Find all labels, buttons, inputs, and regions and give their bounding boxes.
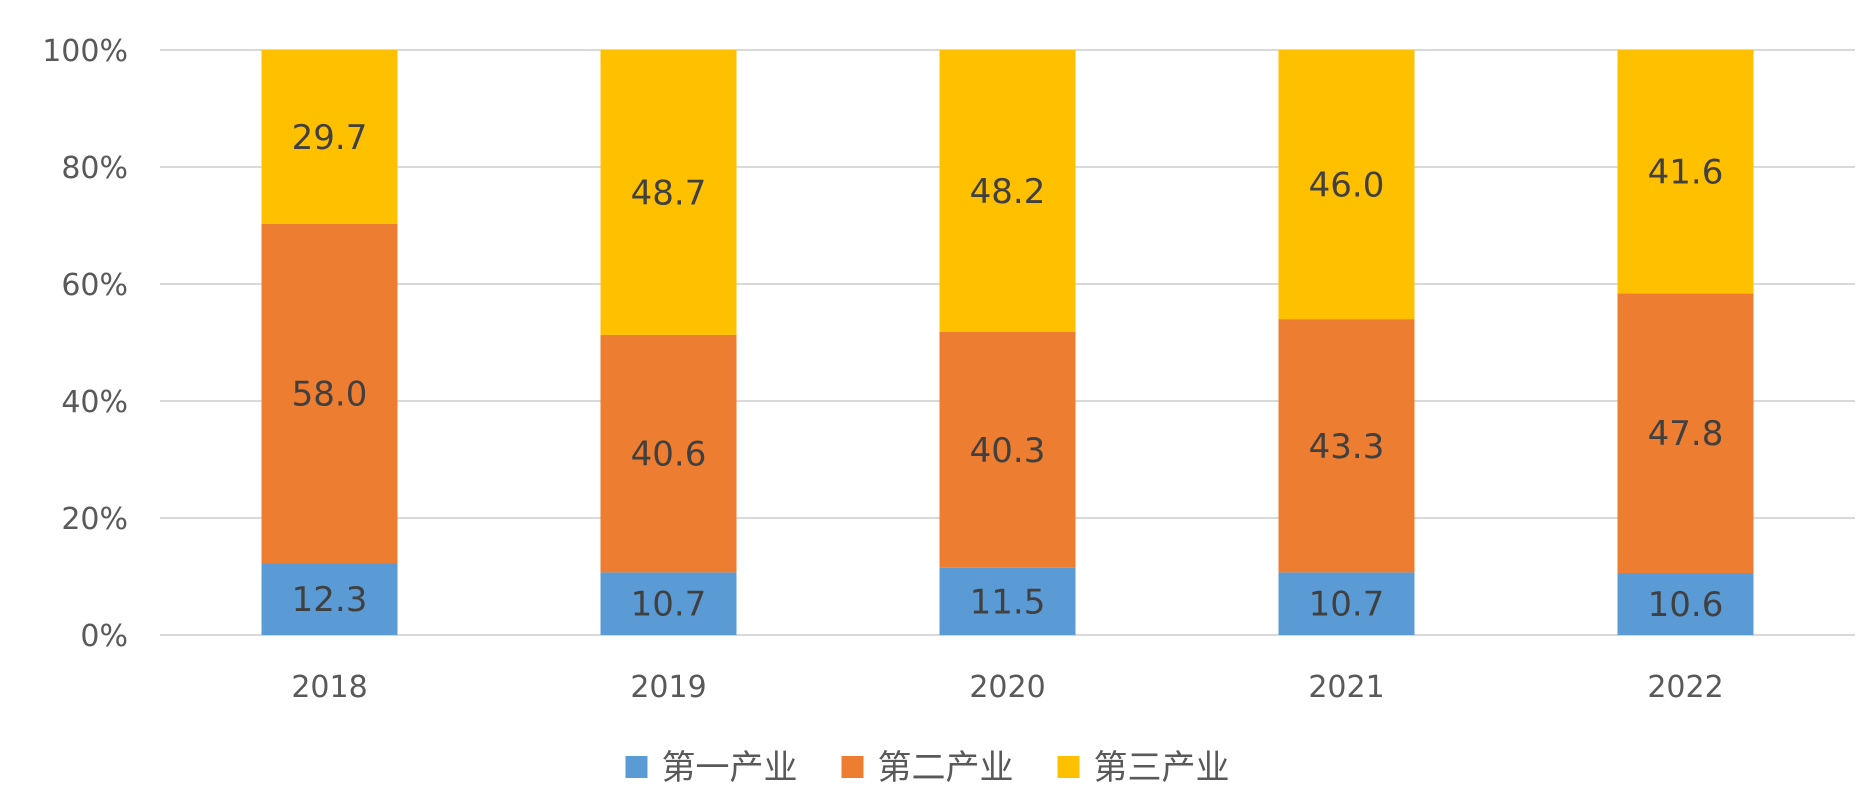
x-tick-label: 2020 bbox=[969, 670, 1045, 705]
data-label: 10.7 bbox=[631, 585, 707, 625]
data-label: 46.0 bbox=[1309, 166, 1385, 206]
data-label: 48.7 bbox=[631, 173, 707, 213]
legend-label: 第二产业 bbox=[878, 748, 1014, 788]
y-axis-ticks: 0% 20% 40% 60% 80% 100% bbox=[42, 34, 128, 654]
legend-swatch bbox=[625, 756, 648, 778]
x-tick-label: 2019 bbox=[630, 670, 706, 705]
bar-segment bbox=[600, 572, 737, 635]
legend-label: 第三产业 bbox=[1094, 748, 1230, 788]
x-tick-label: 2018 bbox=[291, 670, 367, 705]
bar-segment bbox=[600, 50, 737, 335]
x-axis-ticks: 2018 2019 2020 2021 2022 bbox=[291, 670, 1723, 705]
data-label: 40.6 bbox=[631, 435, 707, 475]
bar-segment bbox=[939, 50, 1076, 332]
legend-swatch bbox=[841, 756, 864, 778]
bar-segment bbox=[1278, 50, 1415, 320]
bar-segment bbox=[1278, 572, 1415, 635]
data-label: 58.0 bbox=[292, 374, 368, 414]
y-tick-label: 80% bbox=[61, 151, 128, 186]
bar-segment bbox=[1278, 319, 1415, 573]
data-label: 48.2 bbox=[970, 172, 1046, 212]
data-label: 12.3 bbox=[292, 580, 368, 620]
data-label: 10.7 bbox=[1309, 585, 1385, 625]
data-label: 10.6 bbox=[1648, 585, 1724, 625]
bar-segment bbox=[261, 223, 398, 564]
data-label: 29.7 bbox=[292, 118, 368, 158]
data-label: 43.3 bbox=[1309, 427, 1385, 467]
y-tick-label: 20% bbox=[61, 502, 128, 537]
bar-segment bbox=[1617, 572, 1754, 635]
x-tick-label: 2021 bbox=[1308, 670, 1384, 705]
bar-segment bbox=[1617, 50, 1754, 294]
bar-segment bbox=[1617, 293, 1754, 573]
y-tick-label: 0% bbox=[80, 619, 128, 654]
legend: 第一产业 第二产业 第三产业 bbox=[625, 748, 1230, 788]
x-tick-label: 2022 bbox=[1647, 670, 1723, 705]
legend-swatch bbox=[1057, 756, 1080, 778]
data-label: 41.6 bbox=[1648, 153, 1724, 193]
y-tick-label: 40% bbox=[61, 385, 128, 420]
bar-segment bbox=[939, 331, 1076, 568]
bar-segment bbox=[261, 50, 398, 224]
bar-segment bbox=[939, 567, 1076, 635]
bar-segment bbox=[261, 563, 398, 635]
data-label: 11.5 bbox=[970, 582, 1046, 622]
data-label: 47.8 bbox=[1648, 414, 1724, 454]
legend-label: 第一产业 bbox=[662, 748, 798, 788]
data-labels: 12.3 58.0 29.7 10.7 40.6 48.7 11.5 40.3 48.2 10.7… bbox=[292, 118, 1724, 625]
bar-segment bbox=[600, 334, 737, 573]
y-tick-label: 60% bbox=[61, 268, 128, 303]
y-tick-label: 100% bbox=[42, 34, 128, 69]
data-label: 40.3 bbox=[970, 431, 1046, 471]
bars bbox=[261, 50, 1754, 635]
